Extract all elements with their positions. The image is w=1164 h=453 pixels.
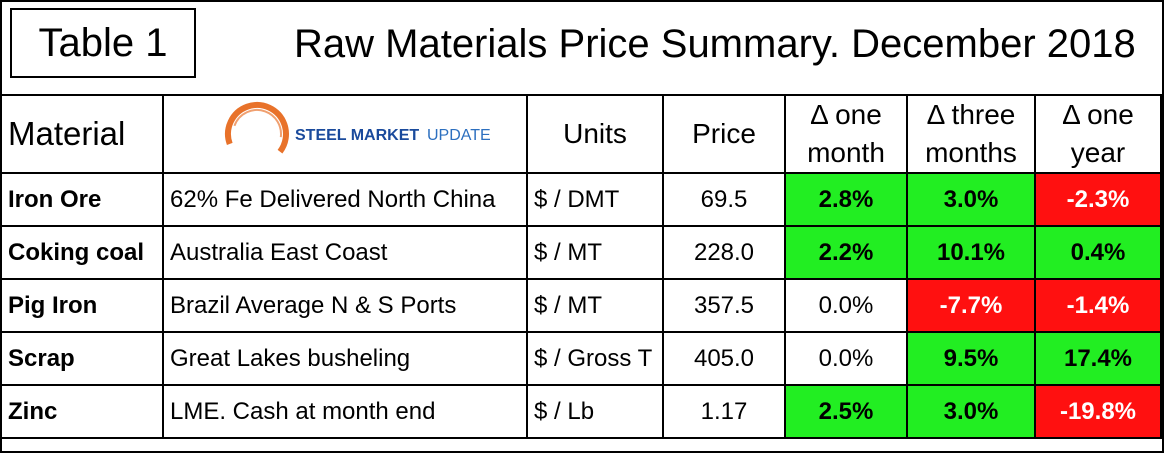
change-one-month-cell: 0.0% [784,278,908,333]
change-one-year-cell: 0.4% [1034,225,1162,280]
table-row: Zinc LME. Cash at month end $ / Lb 1.17 2.5%… [0,384,1162,439]
table-row: Scrap Great Lakes busheling $ / Gross T 405… [0,331,1162,386]
units-cell: $ / Gross T [526,331,664,386]
page-title: Raw Materials Price Summary. December 20… [294,22,1136,66]
price-cell: 405.0 [662,331,786,386]
logo-swoosh-icon: STEEL MARKET UPDATE [225,102,491,166]
change-one-month-cell: 0.0% [784,331,908,386]
change-one-year-cell: -19.8% [1034,384,1162,439]
table-label: Table 1 [10,8,196,78]
change-three-months-cell: 9.5% [906,331,1036,386]
header-material: Material [0,94,164,174]
logo-cell: STEEL MARKET UPDATE [162,94,528,174]
material-cell: Zinc [0,384,164,439]
change-three-months-cell: 3.0% [906,384,1036,439]
description-cell: Great Lakes busheling [162,331,528,386]
price-cell: 69.5 [662,172,786,227]
header-units: Units [526,94,664,174]
units-cell: $ / DMT [526,172,664,227]
price-summary-table: Material STEEL MARKET UPDATE Units Price… [0,94,1162,439]
material-cell: Scrap [0,331,164,386]
change-one-month-cell: 2.8% [784,172,908,227]
header-three-months-line2: months [925,137,1017,168]
change-one-year-cell: -1.4% [1034,278,1162,333]
description-cell: Brazil Average N & S Ports [162,278,528,333]
change-one-year-cell: -2.3% [1034,172,1162,227]
material-cell: Iron Ore [0,172,164,227]
description-cell: LME. Cash at month end [162,384,528,439]
units-cell: $ / Lb [526,384,664,439]
header-one-year-line2: year [1070,137,1126,168]
header-three-months: Δ three months [906,94,1036,174]
change-one-month-cell: 2.2% [784,225,908,280]
logo-text-steel-market: STEEL MARKET [295,127,419,144]
header-one-month-line1: Δ one [810,99,882,130]
change-three-months-cell: -7.7% [906,278,1036,333]
change-three-months-cell: 3.0% [906,172,1036,227]
change-three-months-cell: 10.1% [906,225,1036,280]
material-cell: Coking coal [0,225,164,280]
header-three-months-line1: Δ three [926,99,1016,130]
change-one-month-cell: 2.5% [784,384,908,439]
units-cell: $ / MT [526,278,664,333]
table-row: Coking coal Australia East Coast $ / MT 228… [0,225,1162,280]
change-one-year-cell: 17.4% [1034,331,1162,386]
material-cell: Pig Iron [0,278,164,333]
price-cell: 357.5 [662,278,786,333]
header-one-month: Δ one month [784,94,908,174]
header-row: Material STEEL MARKET UPDATE Units Price… [0,94,1162,174]
description-cell: Australia East Coast [162,225,528,280]
units-cell: $ / MT [526,225,664,280]
header-one-year-line1: Δ one [1062,99,1134,130]
description-cell: 62% Fe Delivered North China [162,172,528,227]
header-price: Price [662,94,786,174]
steel-market-update-logo: STEEL MARKET UPDATE [170,97,520,171]
logo-text-update: UPDATE [427,127,491,144]
header-one-month-line2: month [807,137,885,168]
table-row: Iron Ore 62% Fe Delivered North China $ / … [0,172,1162,227]
header-one-year: Δ one year [1034,94,1162,174]
table-row: Pig Iron Brazil Average N & S Ports $ / MT… [0,278,1162,333]
price-cell: 1.17 [662,384,786,439]
price-cell: 228.0 [662,225,786,280]
